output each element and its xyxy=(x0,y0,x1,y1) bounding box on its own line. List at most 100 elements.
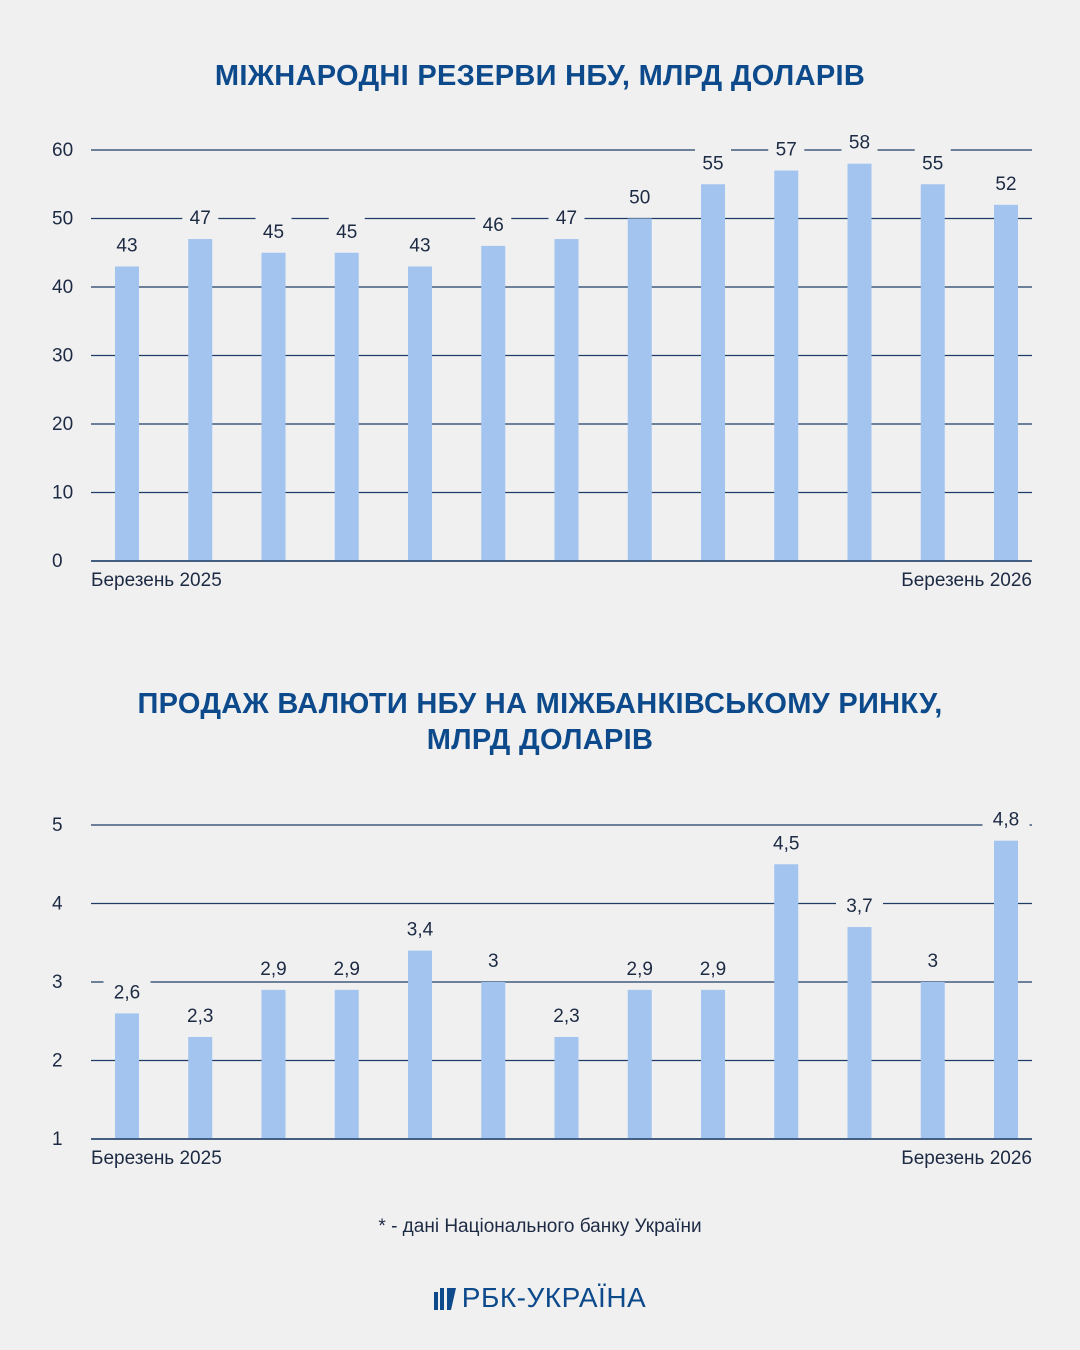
value-label: 3 xyxy=(927,951,938,972)
value-label: 4,8 xyxy=(993,810,1019,831)
value-label: 2,9 xyxy=(627,959,653,980)
bar xyxy=(847,927,872,1139)
chart2-title-line1: ПРОДАЖ ВАЛЮТИ НБУ НА МІЖБАНКІВСЬКОМУ РИН… xyxy=(137,688,943,720)
value-label: 47 xyxy=(190,208,211,229)
rbc-ukraine-logo: РБК-УКРАЇНА xyxy=(0,1282,1080,1314)
bar xyxy=(554,1036,579,1139)
y-tick-label: 4 xyxy=(52,894,63,915)
value-label: 46 xyxy=(483,215,504,236)
y-tick-label: 1 xyxy=(52,1129,63,1150)
x-label-start: Березень 2025 xyxy=(91,570,222,591)
value-label: 45 xyxy=(336,222,357,243)
value-label-bg xyxy=(548,203,585,230)
bar xyxy=(774,170,799,562)
value-label-bg xyxy=(695,148,731,175)
value-label-bg xyxy=(402,230,438,257)
bar xyxy=(554,239,579,562)
value-label: 57 xyxy=(776,140,797,161)
y-tick-label: 3 xyxy=(52,972,63,993)
fx-sales-chart: 1 2 3 4 5 2,6 2,3 2,9 2,9 3,4 3 2,3 2,9 2,9 4,5 3,7 3 4,8… xyxy=(52,804,1032,1169)
value-label-bg xyxy=(475,209,512,236)
value-label: 3 xyxy=(488,951,499,972)
value-label-bg xyxy=(920,946,946,972)
bar xyxy=(334,989,359,1139)
value-label: 2,3 xyxy=(553,1006,579,1027)
value-label: 2,3 xyxy=(187,1006,213,1027)
y-tick-label: 30 xyxy=(52,346,73,367)
value-label: 52 xyxy=(995,174,1016,195)
chart2-title-line2: МЛРД ДОЛАРІВ xyxy=(426,724,654,756)
bar xyxy=(408,266,432,561)
bar xyxy=(188,239,213,562)
value-label-bg xyxy=(768,134,805,161)
bar xyxy=(627,989,652,1139)
y-tick-label: 0 xyxy=(52,551,63,572)
value-label: 55 xyxy=(702,153,723,174)
reserves-chart: 0 10 20 30 40 50 60 43 47 45 45 43 46 47 50 55 57 58 55 52 Б… xyxy=(52,127,1032,591)
value-label-bg xyxy=(103,977,151,1004)
value-label: 3,4 xyxy=(407,920,434,941)
value-label-bg xyxy=(109,230,145,257)
x-label-end: Березень 2026 xyxy=(901,1148,1032,1169)
value-label-bg xyxy=(689,953,737,980)
value-label-bg xyxy=(176,1000,224,1027)
logo-mark-icon xyxy=(433,1288,456,1310)
bar xyxy=(115,1013,139,1139)
bar xyxy=(701,184,725,561)
chart2-title: ПРОДАЖ ВАЛЮТИ НБУ НА МІЖБАНКІВСЬКОМУ РИН… xyxy=(0,686,1080,758)
value-label: 2,6 xyxy=(114,982,140,1003)
bar xyxy=(774,864,799,1139)
bar xyxy=(627,218,652,561)
bar xyxy=(920,982,945,1139)
bar xyxy=(994,204,1018,562)
bar xyxy=(408,950,432,1139)
logo-text: РБК-УКРАЇНА xyxy=(461,1282,647,1313)
value-label: 43 xyxy=(409,235,430,256)
value-label-bg xyxy=(250,953,297,980)
y-tick-label: 2 xyxy=(52,1051,63,1072)
value-label-bg xyxy=(914,148,951,175)
value-label-bg xyxy=(323,953,371,980)
value-label-bg xyxy=(255,216,292,243)
bar xyxy=(115,266,139,561)
y-tick-label: 5 xyxy=(52,815,63,836)
bar xyxy=(994,840,1018,1139)
y-tick-label: 60 xyxy=(52,140,73,161)
value-label: 50 xyxy=(629,188,650,209)
value-label: 58 xyxy=(849,133,870,154)
value-label-bg xyxy=(762,828,810,855)
value-label-bg xyxy=(480,946,506,972)
y-tick-label: 10 xyxy=(52,483,73,504)
bar xyxy=(847,163,872,561)
bar xyxy=(481,982,506,1139)
chart1-title: МІЖНАРОДНІ РЕЗЕРВИ НБУ, МЛРД ДОЛАРІВ xyxy=(214,60,866,92)
value-label: 2,9 xyxy=(260,959,286,980)
value-label: 3,7 xyxy=(846,896,872,917)
value-label-bg xyxy=(182,203,219,230)
footnote: * - дані Національного банку України xyxy=(378,1216,702,1237)
bar xyxy=(261,252,286,561)
value-label-bg xyxy=(328,216,365,243)
value-label: 47 xyxy=(556,208,577,229)
value-label: 43 xyxy=(116,235,137,256)
bar xyxy=(920,184,945,561)
y-tick-label: 20 xyxy=(52,414,73,435)
value-label: 45 xyxy=(263,222,284,243)
value-label: 55 xyxy=(922,153,943,174)
value-label-bg xyxy=(836,891,883,918)
bar xyxy=(188,1036,213,1139)
y-tick-label: 50 xyxy=(52,209,73,230)
value-label-bg xyxy=(396,914,444,941)
bar xyxy=(261,989,286,1139)
value-label-bg xyxy=(621,182,658,209)
value-label-bg xyxy=(982,804,1030,831)
value-label: 2,9 xyxy=(700,959,726,980)
x-label-start: Березень 2025 xyxy=(91,1148,222,1169)
value-label-bg xyxy=(543,1000,590,1027)
value-label: 4,5 xyxy=(773,833,799,854)
x-label-end: Березень 2026 xyxy=(901,570,1032,591)
bar xyxy=(701,989,725,1139)
value-label-bg xyxy=(988,168,1024,195)
y-tick-label: 40 xyxy=(52,277,73,298)
bar xyxy=(481,245,506,561)
